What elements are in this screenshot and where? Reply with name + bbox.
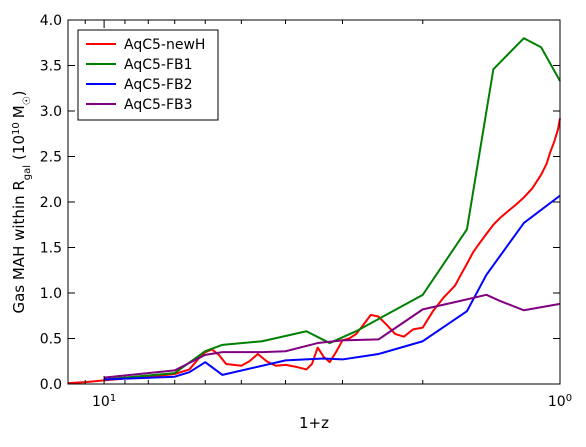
y-axis-label-paren: (10	[10, 135, 28, 160]
legend-label-1: AqC5-FB1	[124, 57, 193, 73]
y-axis-label-exp: 10	[11, 122, 22, 135]
series-layer	[67, 37, 561, 385]
legend-label-2: AqC5-FB2	[124, 77, 193, 93]
y-tick-label: 3.5	[40, 59, 62, 75]
series-line-1	[104, 37, 561, 381]
axis-ticks: 0.0 0.5 1.0 1.5 2.0 2.5 3.0 3.5 4.0 101 100	[40, 13, 572, 410]
legend: AqC5-newH AqC5-FB1 AqC5-FB2 AqC5-FB3	[77, 29, 219, 121]
x-tick-label: 101	[92, 393, 116, 411]
y-tick-label: 1.5	[40, 241, 62, 257]
y-tick-label: 0.0	[40, 377, 62, 393]
y-tick-label: 2.5	[40, 150, 62, 166]
x-tick-label: 100	[548, 393, 572, 411]
y-tick-label: 1.0	[40, 286, 62, 302]
y-axis-label-close: )	[10, 90, 28, 96]
y-tick-label: 3.0	[40, 104, 62, 120]
y-axis-label-sun: ☉	[22, 96, 33, 105]
legend-label-3: AqC5-FB3	[124, 97, 193, 113]
series-line-2	[104, 194, 561, 381]
y-tick-label: 4.0	[40, 13, 62, 29]
y-tick-label: 2.0	[40, 195, 62, 211]
y-axis-label: Gas MAH within Rgal (1010 M☉)	[10, 90, 33, 313]
legend-label-0: AqC5-newH	[124, 37, 205, 53]
y-tick-label: 0.5	[40, 332, 62, 348]
y-axis-label-sub: gal	[22, 165, 33, 180]
y-axis-label-unit: M	[10, 105, 28, 118]
series-line-3	[103, 293, 561, 379]
x-axis-label: 1+z	[299, 414, 329, 432]
y-axis-label-main: Gas MAH within R	[10, 180, 28, 313]
